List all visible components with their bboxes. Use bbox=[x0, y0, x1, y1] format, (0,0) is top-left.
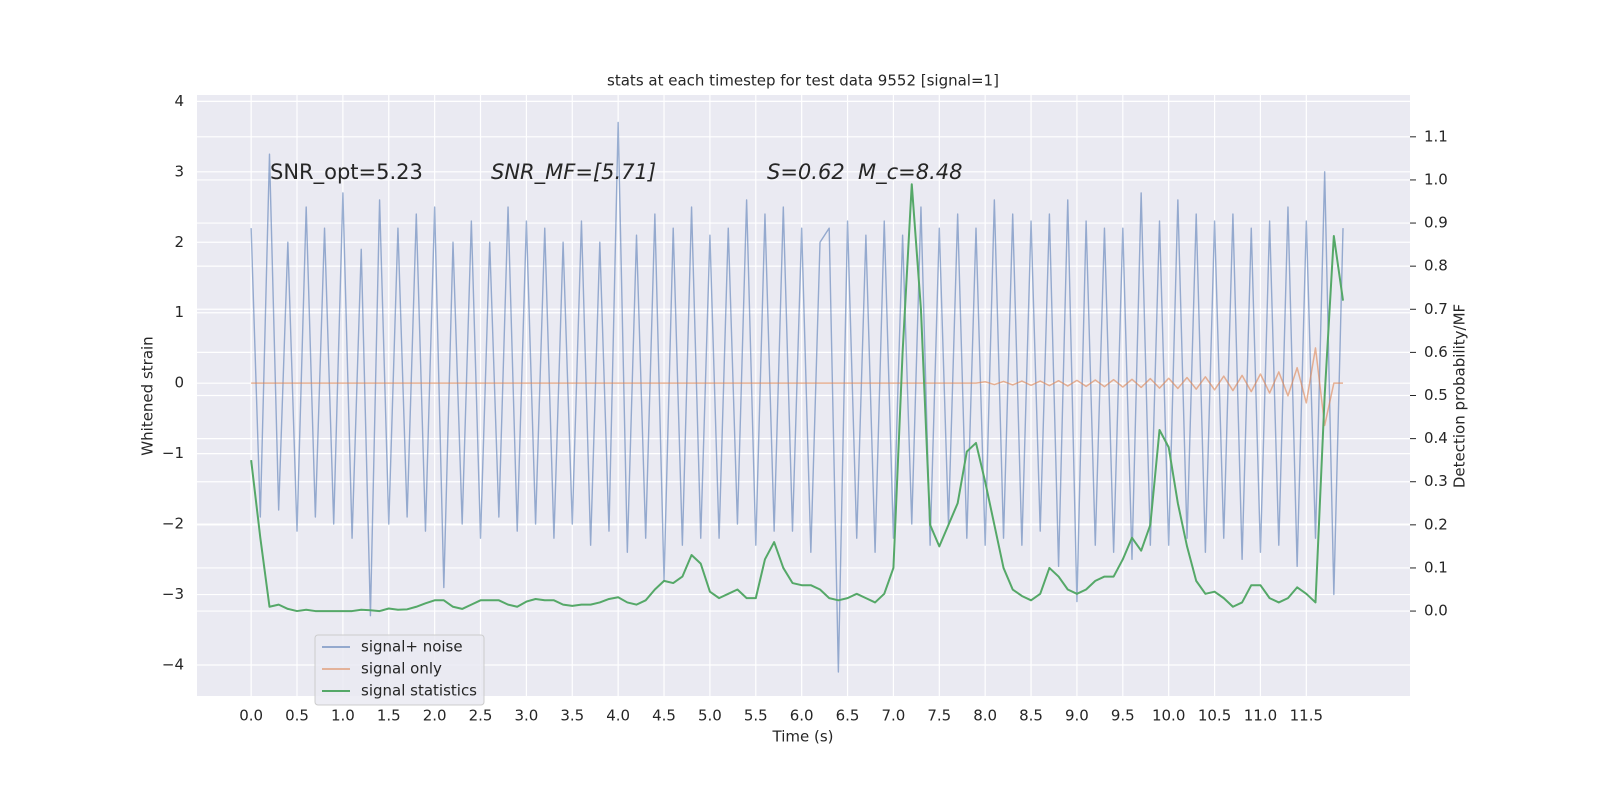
legend-label: signal only bbox=[361, 660, 442, 678]
chart-title: stats at each timestep for test data 955… bbox=[607, 72, 999, 90]
legend-label: signal+ noise bbox=[361, 638, 463, 656]
y-tick-label: 1 bbox=[174, 303, 184, 321]
x-tick-label: 0.0 bbox=[239, 707, 263, 725]
x-tick-label: 9.0 bbox=[1065, 707, 1089, 725]
y-tick-label: 0 bbox=[174, 374, 184, 392]
y2-tick-label: 0.5 bbox=[1424, 386, 1448, 404]
y2-tick-label: 0.8 bbox=[1424, 257, 1448, 275]
y2-tick-label: 0.7 bbox=[1424, 300, 1448, 318]
x-tick-label: 4.0 bbox=[606, 707, 630, 725]
x-tick-label: 0.5 bbox=[285, 707, 309, 725]
series-line bbox=[251, 347, 1344, 427]
annotation: S=0.62 bbox=[767, 160, 845, 184]
x-tick-label: 3.0 bbox=[514, 707, 538, 725]
y2-tick-label: 0.0 bbox=[1424, 602, 1448, 620]
legend-label: signal statistics bbox=[361, 682, 477, 700]
x-tick-label: 7.5 bbox=[927, 707, 951, 725]
x-tick-label: 5.5 bbox=[744, 707, 768, 725]
x-tick-label: 2.0 bbox=[423, 707, 447, 725]
y2-tick-label: 1.1 bbox=[1424, 127, 1448, 145]
x-tick-label: 1.5 bbox=[377, 707, 401, 725]
x-tick-label: 3.5 bbox=[560, 707, 584, 725]
y-tick-label: 3 bbox=[174, 162, 184, 180]
y2-tick-label: 0.3 bbox=[1424, 472, 1448, 490]
x-tick-label: 6.0 bbox=[790, 707, 814, 725]
x-tick-label: 11.0 bbox=[1244, 707, 1277, 725]
x-tick-label: 4.5 bbox=[652, 707, 676, 725]
y2-tick-label: 0.9 bbox=[1424, 214, 1448, 232]
annotation: SNR_opt=5.23 bbox=[270, 160, 423, 185]
y-tick-label: 4 bbox=[174, 92, 184, 110]
x-tick-label: 8.0 bbox=[973, 707, 997, 725]
x-tick-label: 8.5 bbox=[1019, 707, 1043, 725]
y2-tick-label: 0.4 bbox=[1424, 429, 1448, 447]
x-axis-label: Time (s) bbox=[772, 728, 834, 746]
x-tick-label: 11.5 bbox=[1290, 707, 1323, 725]
series-line bbox=[250, 183, 1345, 613]
x-tick-label: 5.0 bbox=[698, 707, 722, 725]
x-tick-label: 1.0 bbox=[331, 707, 355, 725]
annotation: M_c=8.48 bbox=[858, 160, 963, 185]
y2-tick-label: 0.2 bbox=[1424, 515, 1448, 533]
series-line bbox=[250, 121, 1344, 673]
x-tick-label: 9.5 bbox=[1111, 707, 1135, 725]
y-tick-label: −4 bbox=[162, 655, 184, 673]
x-tick-label: 2.5 bbox=[469, 707, 493, 725]
y2-axis-label: Detection probability/MF bbox=[1451, 304, 1469, 488]
x-tick-label: 7.0 bbox=[881, 707, 905, 725]
y-axis-label: Whitened strain bbox=[139, 336, 157, 455]
x-tick-label: 10.5 bbox=[1198, 707, 1231, 725]
annotation: SNR_MF=[5.71] bbox=[491, 160, 656, 185]
legend-box bbox=[314, 634, 485, 706]
x-tick-label: 10.0 bbox=[1152, 707, 1185, 725]
y-tick-label: −3 bbox=[162, 585, 184, 603]
y-tick-label: −2 bbox=[162, 515, 184, 533]
y-tick-label: −1 bbox=[162, 444, 184, 462]
y2-tick-label: 0.1 bbox=[1424, 558, 1448, 576]
y2-tick-label: 0.6 bbox=[1424, 343, 1448, 361]
y-tick-label: 2 bbox=[174, 233, 184, 251]
x-tick-label: 6.5 bbox=[836, 707, 860, 725]
y2-tick-label: 1.0 bbox=[1424, 170, 1448, 188]
